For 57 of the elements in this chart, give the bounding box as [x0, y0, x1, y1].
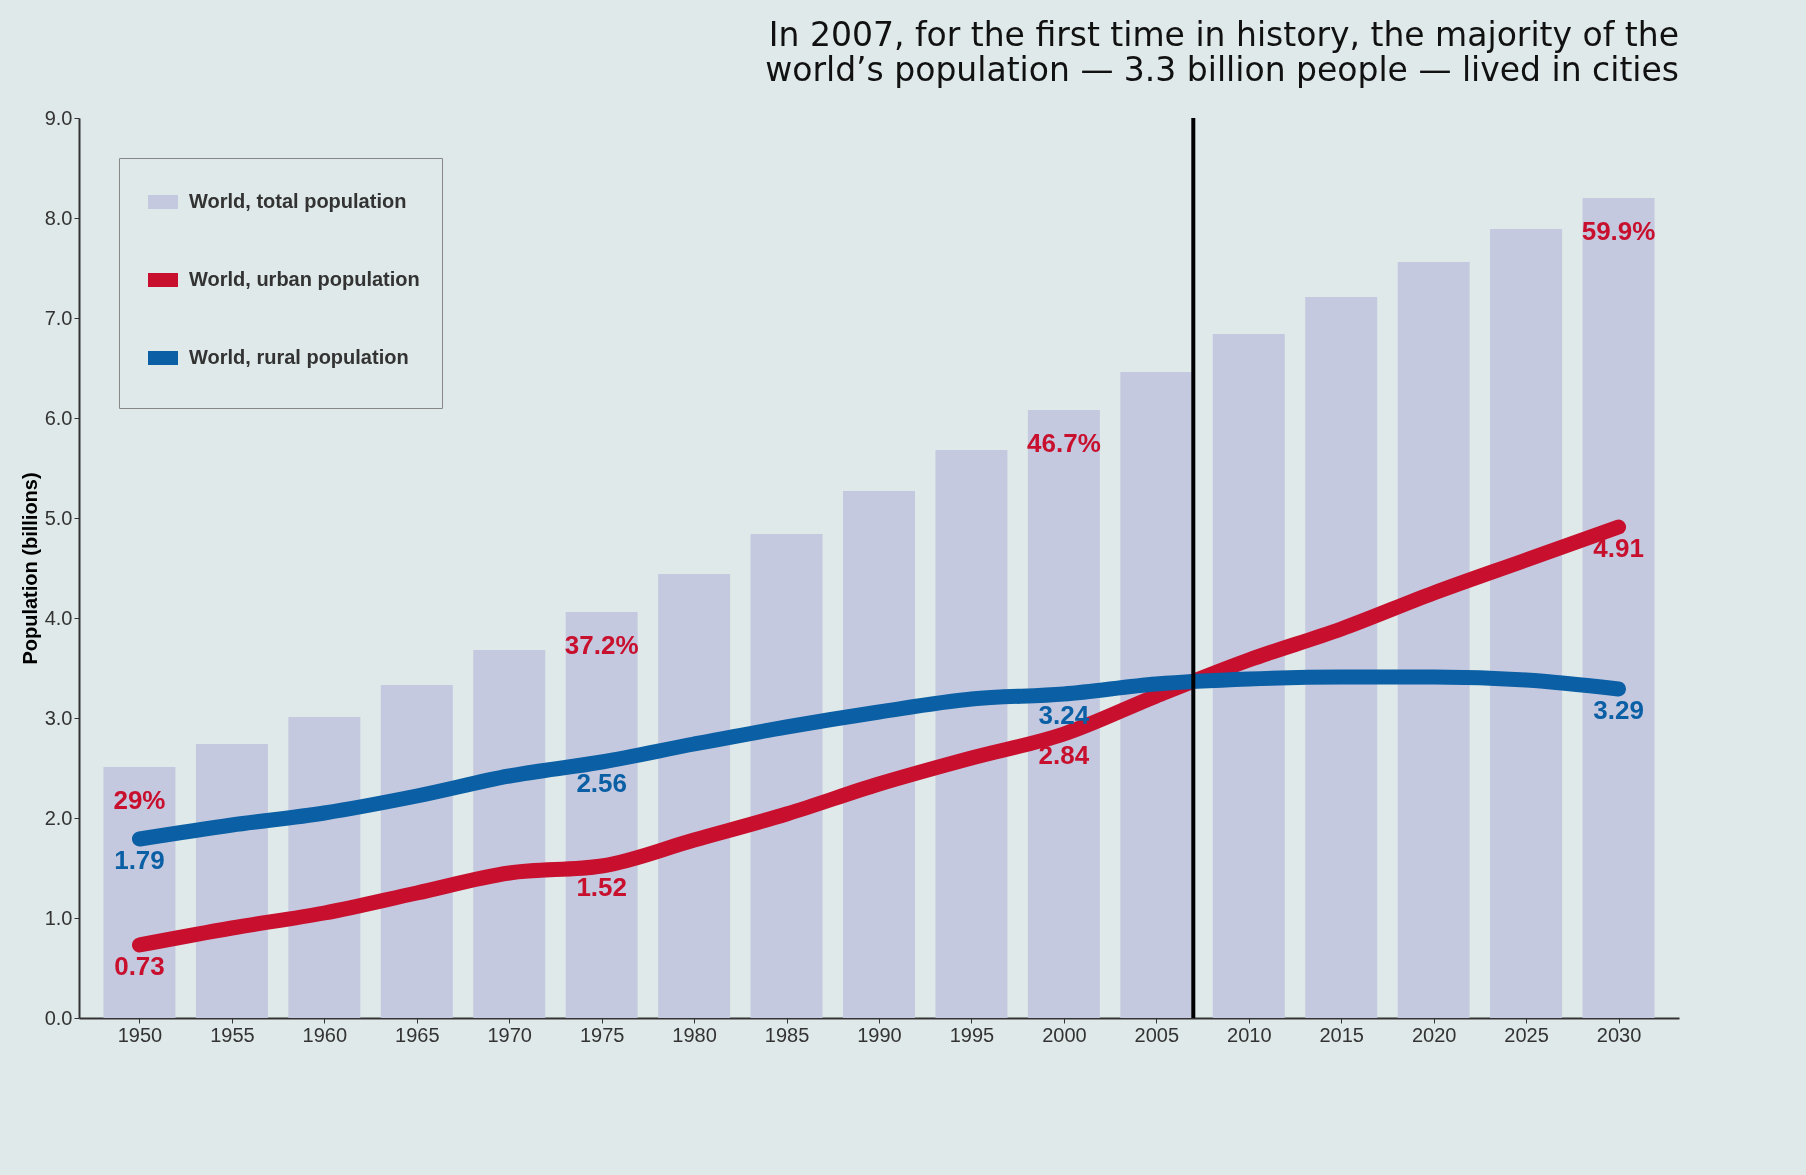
bar: [935, 450, 1008, 1018]
y-tick-label: 6.0: [44, 406, 73, 429]
x-tick-label: 2015: [1319, 1023, 1364, 1046]
bar: [380, 685, 453, 1018]
y-axis-title: Population (billions): [18, 472, 41, 665]
bar: [1305, 297, 1378, 1018]
y-tick-label: 2.0: [44, 806, 73, 829]
annotation: 29%: [113, 785, 166, 815]
data-label: 1.79: [114, 845, 165, 875]
y-tick-label: 8.0: [44, 206, 73, 229]
legend-label: World, urban population: [189, 268, 420, 290]
y-tick-label: 9.0: [44, 106, 73, 129]
x-tick-label: 2020: [1411, 1023, 1457, 1046]
x-tick-label: 2005: [1134, 1023, 1180, 1046]
y-tick-label: 1.0: [44, 906, 73, 929]
bar: [1397, 262, 1470, 1018]
annotation: 37.2%: [564, 630, 639, 660]
data-label: 1.52: [576, 872, 627, 902]
data-label: 2.84: [1038, 740, 1090, 770]
x-tick-label: 2025: [1504, 1023, 1549, 1046]
annotation: 46.7%: [1027, 428, 1101, 458]
y-tick-label: 4.0: [44, 606, 73, 629]
x-tick-label: 1970: [487, 1023, 532, 1046]
bar: [1120, 372, 1193, 1018]
x-tick-label: 2000: [1042, 1023, 1087, 1046]
x-tick-label: 1995: [949, 1023, 995, 1046]
data-label: 4.91: [1593, 533, 1644, 563]
bar: [1582, 198, 1655, 1018]
data-label: 3.24: [1038, 700, 1090, 730]
x-tick-label: 1955: [210, 1023, 255, 1046]
y-tick-label: 5.0: [44, 506, 73, 529]
legend-label: World, rural population: [189, 346, 409, 368]
y-tick-label: 3.0: [44, 706, 73, 729]
x-tick-label: 2030: [1596, 1023, 1642, 1046]
annotation: 59.9%: [1581, 216, 1656, 246]
x-tick-label: 2010: [1227, 1023, 1272, 1046]
x-tick-label: 1985: [764, 1023, 810, 1046]
x-tick-label: 1950: [117, 1023, 163, 1046]
x-tick-label: 1980: [672, 1023, 717, 1046]
data-label: 0.73: [114, 951, 165, 981]
chart-title: In 2007, for the first time in history, the majority of the world’s population — 3.3 billion people — lived in cities: [765, 15, 1679, 89]
bar: [843, 491, 915, 1018]
x-tick-label: 1965: [395, 1023, 440, 1046]
bar: [750, 534, 823, 1018]
data-label: 3.29: [1593, 695, 1644, 725]
legend-label: World, total population: [189, 190, 407, 212]
bar: [473, 650, 546, 1018]
y-tick-label: 7.0: [44, 306, 73, 329]
x-tick-label: 1975: [579, 1023, 625, 1046]
x-tick-label: 1960: [302, 1023, 348, 1046]
x-tick-label: 1990: [857, 1023, 902, 1046]
bar: [1212, 334, 1285, 1018]
data-label: 2.56: [576, 768, 627, 798]
bar: [1027, 410, 1100, 1018]
bar: [658, 574, 731, 1018]
y-tick-label: 0.0: [44, 1006, 73, 1029]
bar: [1490, 229, 1563, 1018]
